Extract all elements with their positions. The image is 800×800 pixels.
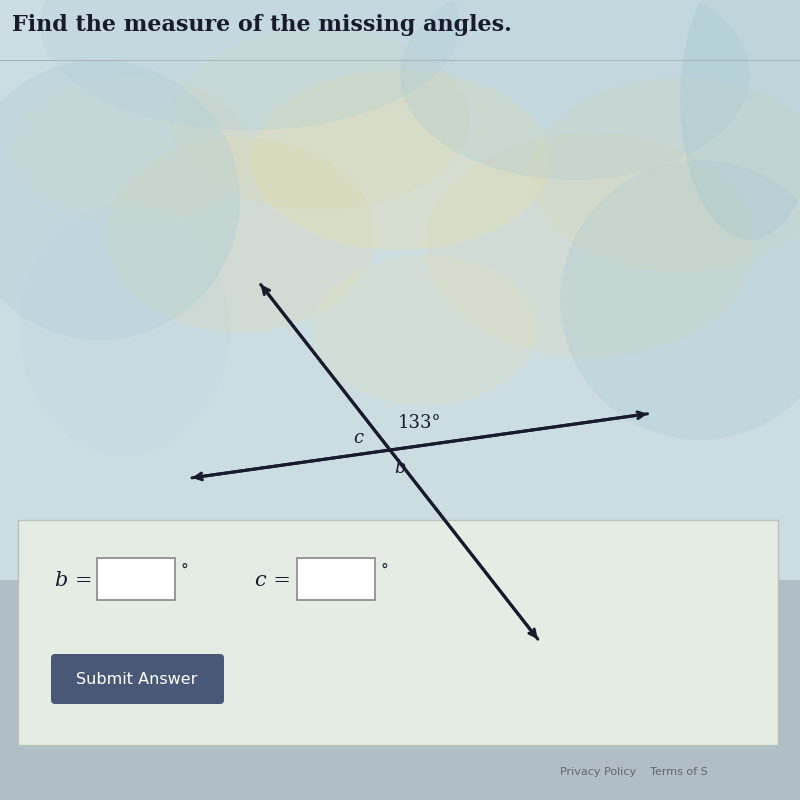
Ellipse shape: [313, 255, 538, 405]
Text: °: °: [180, 563, 188, 578]
Text: b: b: [394, 459, 406, 477]
Ellipse shape: [105, 138, 375, 333]
Ellipse shape: [40, 0, 460, 130]
Bar: [297, 558, 375, 600]
Ellipse shape: [680, 0, 800, 240]
Text: °: °: [380, 563, 388, 578]
Bar: [0, 0, 800, 580]
Text: c: c: [353, 429, 363, 447]
Text: b =: b =: [55, 570, 93, 590]
Text: Privacy Policy    Terms of S: Privacy Policy Terms of S: [560, 767, 708, 777]
Ellipse shape: [20, 204, 230, 456]
Text: Submit Answer: Submit Answer: [76, 671, 198, 686]
Text: Find the measure of the missing angles.: Find the measure of the missing angles.: [12, 14, 512, 36]
Text: 133°: 133°: [398, 414, 442, 432]
Ellipse shape: [530, 78, 800, 273]
Bar: [97, 558, 175, 600]
Ellipse shape: [425, 133, 755, 358]
Ellipse shape: [10, 75, 250, 225]
Bar: [18, 520, 778, 745]
Ellipse shape: [0, 60, 240, 340]
Ellipse shape: [250, 70, 550, 250]
Ellipse shape: [170, 30, 470, 210]
Ellipse shape: [400, 0, 750, 180]
Ellipse shape: [560, 160, 800, 440]
FancyBboxPatch shape: [51, 654, 224, 704]
Text: c =: c =: [255, 570, 291, 590]
